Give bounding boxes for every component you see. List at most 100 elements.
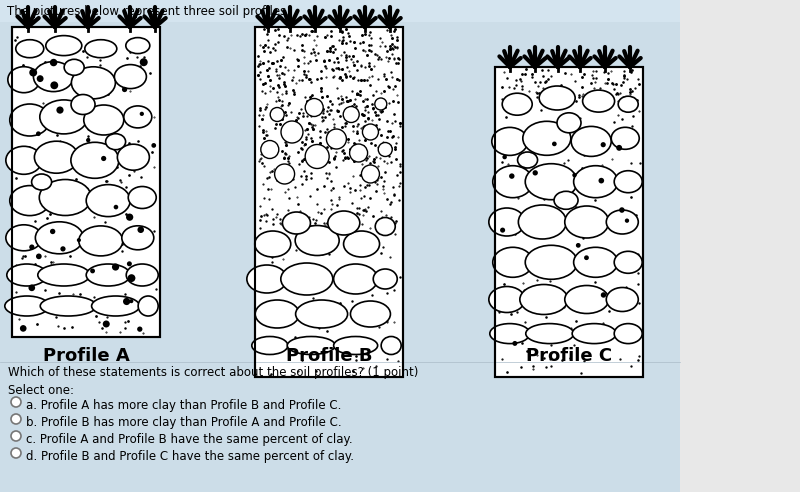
- Circle shape: [625, 218, 629, 223]
- Circle shape: [362, 165, 379, 183]
- Ellipse shape: [34, 62, 74, 92]
- Ellipse shape: [287, 337, 335, 355]
- Circle shape: [11, 414, 21, 424]
- Circle shape: [37, 75, 43, 82]
- Ellipse shape: [138, 296, 158, 316]
- Circle shape: [270, 107, 284, 122]
- Ellipse shape: [252, 337, 288, 355]
- Circle shape: [127, 274, 135, 282]
- Circle shape: [500, 228, 505, 233]
- Ellipse shape: [328, 211, 360, 235]
- Text: Which of these statements is correct about the soil profiles? (1 point): Which of these statements is correct abo…: [8, 366, 418, 379]
- Circle shape: [29, 284, 35, 291]
- Circle shape: [30, 245, 34, 249]
- Circle shape: [306, 98, 323, 117]
- Ellipse shape: [8, 67, 40, 92]
- Ellipse shape: [106, 134, 126, 150]
- Ellipse shape: [526, 164, 578, 200]
- Ellipse shape: [16, 40, 44, 58]
- Ellipse shape: [565, 206, 609, 238]
- Ellipse shape: [557, 113, 581, 133]
- Circle shape: [137, 327, 142, 332]
- Circle shape: [90, 269, 95, 274]
- Ellipse shape: [296, 300, 348, 328]
- Bar: [0, 0, 680, 22]
- Circle shape: [281, 121, 303, 143]
- Bar: [495, 67, 643, 377]
- Circle shape: [86, 138, 90, 142]
- Ellipse shape: [35, 222, 83, 254]
- Text: a. Profile A has more clay than Profile B and Profile C.: a. Profile A has more clay than Profile …: [26, 399, 342, 412]
- Text: Select one:: Select one:: [8, 384, 74, 397]
- Ellipse shape: [614, 324, 642, 343]
- Ellipse shape: [554, 191, 578, 209]
- Ellipse shape: [606, 287, 638, 311]
- Ellipse shape: [374, 269, 398, 289]
- Circle shape: [509, 173, 514, 179]
- Ellipse shape: [582, 90, 614, 112]
- Circle shape: [343, 106, 359, 123]
- Ellipse shape: [523, 122, 570, 155]
- Circle shape: [130, 299, 134, 303]
- Ellipse shape: [71, 67, 115, 99]
- Circle shape: [601, 292, 606, 298]
- Circle shape: [140, 58, 148, 66]
- Ellipse shape: [281, 263, 333, 295]
- Circle shape: [274, 164, 294, 184]
- Ellipse shape: [64, 60, 84, 75]
- Ellipse shape: [492, 127, 528, 155]
- Ellipse shape: [334, 337, 378, 355]
- Text: Profile B: Profile B: [286, 347, 372, 365]
- Circle shape: [261, 141, 279, 158]
- Circle shape: [122, 87, 127, 92]
- Circle shape: [50, 229, 55, 234]
- Ellipse shape: [611, 127, 639, 149]
- Ellipse shape: [381, 337, 401, 355]
- Circle shape: [362, 124, 378, 140]
- Ellipse shape: [6, 146, 42, 174]
- Circle shape: [11, 448, 21, 458]
- Ellipse shape: [571, 126, 611, 156]
- Circle shape: [572, 173, 577, 177]
- Ellipse shape: [128, 186, 156, 209]
- Text: Profile C: Profile C: [526, 347, 612, 365]
- Ellipse shape: [32, 174, 51, 190]
- Ellipse shape: [614, 171, 642, 193]
- Circle shape: [598, 178, 604, 184]
- Ellipse shape: [85, 40, 117, 58]
- Circle shape: [50, 59, 58, 66]
- Ellipse shape: [489, 208, 525, 236]
- Text: c. Profile A and Profile B have the same percent of clay.: c. Profile A and Profile B have the same…: [26, 433, 353, 446]
- Ellipse shape: [46, 35, 82, 56]
- Ellipse shape: [122, 226, 154, 250]
- Circle shape: [102, 320, 110, 328]
- Ellipse shape: [91, 296, 139, 316]
- Ellipse shape: [343, 231, 379, 257]
- Ellipse shape: [375, 217, 395, 236]
- Ellipse shape: [493, 247, 533, 277]
- Circle shape: [374, 98, 387, 110]
- Ellipse shape: [490, 324, 530, 343]
- Ellipse shape: [40, 100, 88, 134]
- Circle shape: [60, 246, 66, 251]
- Ellipse shape: [618, 96, 638, 112]
- Ellipse shape: [86, 264, 130, 286]
- Circle shape: [11, 397, 21, 407]
- Circle shape: [533, 170, 538, 176]
- Ellipse shape: [84, 105, 124, 135]
- Circle shape: [30, 68, 37, 76]
- Ellipse shape: [526, 246, 578, 279]
- Ellipse shape: [255, 300, 299, 328]
- Ellipse shape: [38, 264, 90, 286]
- Bar: [680, 0, 800, 492]
- Text: b. Profile B has more clay than Profile A and Profile C.: b. Profile B has more clay than Profile …: [26, 416, 342, 429]
- Circle shape: [616, 145, 622, 151]
- Circle shape: [101, 156, 106, 161]
- Ellipse shape: [34, 141, 78, 173]
- Ellipse shape: [606, 210, 638, 234]
- Ellipse shape: [574, 247, 618, 277]
- Circle shape: [584, 255, 589, 260]
- Ellipse shape: [86, 184, 130, 216]
- Circle shape: [619, 207, 625, 213]
- Ellipse shape: [350, 301, 390, 327]
